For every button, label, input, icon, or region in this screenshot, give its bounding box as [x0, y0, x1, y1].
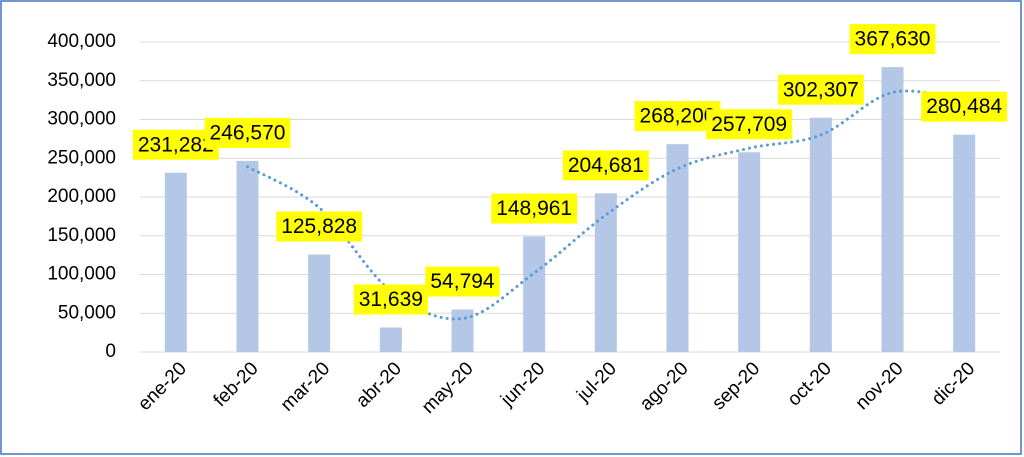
data-label-text: 31,639 — [359, 288, 423, 311]
data-label: 54,794 — [425, 266, 500, 297]
bar — [666, 144, 689, 352]
data-label-text: 231,282 — [138, 133, 214, 156]
bar — [594, 193, 617, 352]
data-label: 302,307 — [777, 74, 864, 105]
data-label-box — [276, 211, 363, 242]
y-tick-label: 0 — [105, 341, 116, 362]
data-label-text: 257,709 — [711, 113, 787, 136]
data-label-text: 54,794 — [430, 270, 495, 293]
bar — [379, 327, 402, 352]
data-label: 367,630 — [849, 24, 936, 55]
data-label-text: 125,828 — [281, 215, 357, 238]
bar — [308, 254, 331, 352]
data-label-text: 204,681 — [568, 154, 644, 177]
data-label-text: 148,961 — [496, 197, 572, 220]
data-label: 246,570 — [204, 117, 291, 148]
data-label-text: 302,307 — [783, 78, 859, 101]
data-label: 280,484 — [921, 91, 1008, 122]
data-label: 31,639 — [353, 284, 428, 315]
y-tick-label: 50,000 — [58, 302, 116, 323]
bar — [738, 152, 761, 352]
data-label: 148,961 — [491, 193, 578, 224]
y-tick-label: 200,000 — [47, 186, 116, 207]
data-label: 125,828 — [276, 211, 363, 242]
data-label-box — [634, 101, 721, 132]
data-label: 257,709 — [706, 109, 793, 140]
data-label-box — [562, 150, 649, 181]
y-tick-label: 300,000 — [47, 109, 116, 130]
bar — [164, 172, 187, 352]
data-label-box — [132, 129, 219, 160]
data-label-box — [706, 109, 793, 140]
data-label-box — [491, 193, 578, 224]
bar — [523, 236, 546, 352]
bar — [953, 134, 976, 352]
data-label: 268,200 — [634, 101, 721, 132]
y-tick-label: 250,000 — [47, 147, 116, 168]
data-label-box — [777, 74, 864, 105]
data-label: 231,282 — [132, 129, 219, 160]
data-label-text: 280,484 — [926, 95, 1002, 118]
bar — [236, 160, 259, 352]
y-tick-label: 150,000 — [47, 225, 116, 246]
data-label-text: 268,200 — [640, 105, 716, 128]
data-label-box — [204, 117, 291, 148]
data-label-box — [425, 266, 500, 297]
data-label-text: 367,630 — [855, 28, 931, 51]
data-label-box — [353, 284, 428, 315]
y-tick-label: 100,000 — [47, 264, 116, 285]
bar — [809, 117, 832, 353]
data-label-box — [849, 24, 936, 55]
bar — [451, 309, 474, 352]
y-tick-label: 350,000 — [47, 70, 116, 91]
data-label-text: 246,570 — [210, 121, 286, 144]
bar — [881, 67, 904, 353]
y-tick-label: 400,000 — [47, 31, 116, 52]
data-label: 204,681 — [562, 150, 649, 181]
trendline — [246, 89, 966, 321]
data-label-box — [921, 91, 1008, 122]
